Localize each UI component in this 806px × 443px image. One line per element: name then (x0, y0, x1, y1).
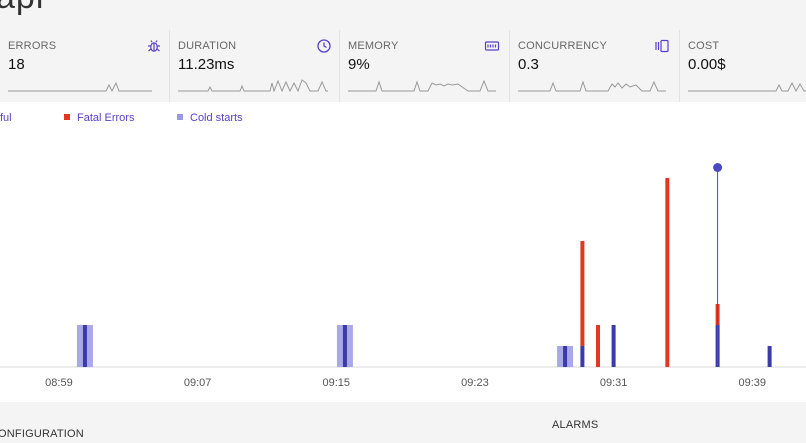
metric-name: ERRORS (8, 40, 57, 52)
metric-value: 0.00$ (688, 56, 726, 73)
metric-name: DURATION (178, 40, 237, 52)
invocation-bar (342, 325, 347, 367)
invocation-bar (767, 346, 772, 367)
page-title: api (0, 0, 44, 17)
legend-item-cold-starts[interactable]: Cold starts (177, 112, 243, 124)
legend-label: Cold starts (190, 112, 243, 124)
metrics-bar: ERRORS 18 DURATION 11.23ms MEMORY 9% (0, 30, 806, 102)
x-tick-label: 08:59 (45, 377, 73, 389)
metric-errors[interactable]: ERRORS 18 (0, 30, 170, 102)
x-tick-label: 09:39 (739, 377, 767, 389)
metric-duration[interactable]: DURATION 11.23ms (170, 30, 340, 102)
legend-label: Fatal Errors (77, 112, 135, 124)
legend-item-fatal-errors[interactable]: Fatal Errors (64, 112, 134, 124)
concurrency-icon (655, 39, 669, 53)
x-tick-label: 09:07 (184, 377, 212, 389)
metric-value: 9% (348, 56, 370, 73)
legend-swatch (64, 114, 70, 121)
cost-sparkline (688, 81, 806, 92)
invocation-bar (563, 346, 568, 367)
legend-label: ful (0, 112, 12, 124)
metric-name: COST (688, 40, 720, 52)
bug-icon (148, 40, 160, 52)
legend-swatch (177, 114, 183, 121)
invocations-chart: 08:59 09:07 09:15 09:23 09:31 09:39 (0, 102, 806, 402)
fatal-error-bar (596, 325, 600, 367)
metric-value: 0.3 (518, 56, 539, 73)
x-tick-label: 09:15 (323, 377, 351, 389)
chart-svg: 08:59 09:07 09:15 09:23 09:31 09:39 (0, 163, 806, 389)
memory-sparkline (348, 79, 496, 92)
x-tick-label: 09:31 (600, 377, 628, 389)
metric-value: 11.23ms (178, 56, 235, 73)
x-tick-label: 09:23 (461, 377, 489, 389)
invocation-bar (82, 325, 87, 367)
invocation-bar (580, 346, 585, 367)
errors-sparkline (8, 81, 152, 92)
metric-memory[interactable]: MEMORY 9% (340, 30, 510, 102)
metric-name: MEMORY (348, 40, 399, 52)
concurrency-sparkline (518, 80, 666, 92)
fatal-error-bar (665, 178, 670, 367)
marker-dot[interactable] (713, 163, 723, 172)
metric-name: CONCURRENCY (518, 40, 607, 52)
clock-icon (317, 39, 331, 53)
memory-icon (484, 41, 500, 51)
invocation-bar (611, 325, 616, 367)
footer-alarms-tab[interactable]: ALARMS (552, 419, 599, 431)
duration-sparkline (178, 79, 328, 92)
footer-configuration-tab[interactable]: ONFIGURATION (0, 428, 84, 440)
metric-cost[interactable]: COST 0.00$ (680, 30, 806, 102)
legend-item-successful[interactable]: ful (0, 112, 12, 124)
fatal-error-bar (580, 241, 585, 346)
metric-value: 18 (8, 56, 25, 73)
metric-concurrency[interactable]: CONCURRENCY 0.3 (510, 30, 680, 102)
